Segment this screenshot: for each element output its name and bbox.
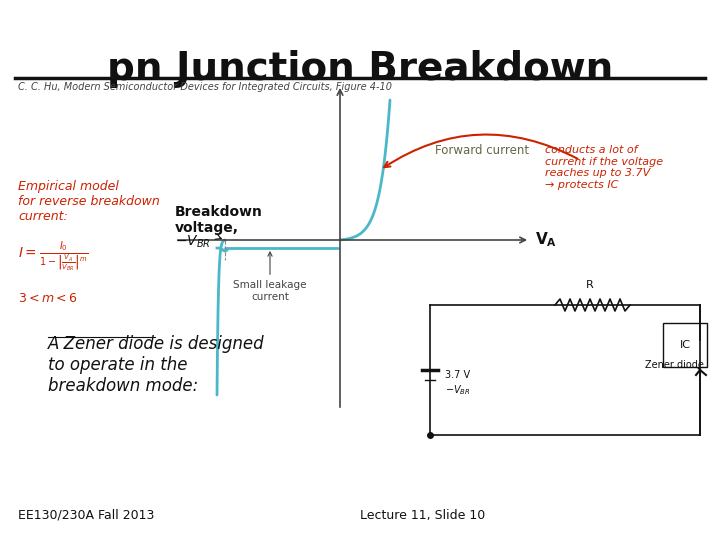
Text: A Zener diode is designed
to operate in the
breakdown mode:: A Zener diode is designed to operate in … [48, 335, 265, 395]
Text: $-V_{BR}$: $-V_{BR}$ [175, 234, 211, 250]
Text: conducts a lot of
current if the voltage
reaches up to 3.7V
→ protects IC: conducts a lot of current if the voltage… [545, 145, 663, 190]
Text: Zener diode: Zener diode [645, 360, 704, 370]
Text: Forward current: Forward current [435, 144, 529, 157]
Text: $3 < m < 6$: $3 < m < 6$ [18, 292, 78, 305]
Text: EE130/230A Fall 2013: EE130/230A Fall 2013 [18, 509, 154, 522]
Text: $\mathbf{V_A}$: $\mathbf{V_A}$ [535, 231, 557, 249]
Text: 3.7 V: 3.7 V [445, 370, 470, 380]
Text: pn Junction Breakdown: pn Junction Breakdown [107, 50, 613, 88]
Text: Small leakage
current: Small leakage current [233, 252, 307, 302]
Text: Breakdown
voltage,: Breakdown voltage, [175, 205, 263, 235]
Text: Empirical model
for reverse breakdown
current:: Empirical model for reverse breakdown cu… [18, 180, 160, 223]
Text: R: R [586, 280, 594, 290]
Text: Lecture 11, Slide 10: Lecture 11, Slide 10 [360, 509, 485, 522]
Text: C. C. Hu, Modern Semiconductor Devices for Integrated Circuits, Figure 4-10: C. C. Hu, Modern Semiconductor Devices f… [18, 82, 392, 92]
FancyBboxPatch shape [663, 323, 707, 367]
Text: $I = \frac{I_0}{1-\left|\frac{V_A}{V_{BR}}\right|^m}$: $I = \frac{I_0}{1-\left|\frac{V_A}{V_{BR… [18, 240, 89, 274]
Polygon shape [686, 340, 700, 370]
Text: IC: IC [680, 340, 690, 350]
Text: $-V_{BR}$: $-V_{BR}$ [445, 383, 471, 397]
